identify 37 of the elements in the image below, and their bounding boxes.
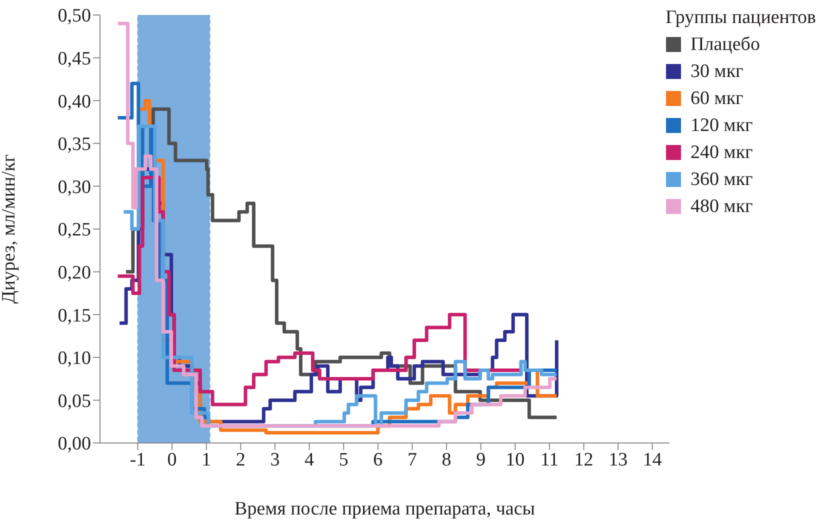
x-tick-label: 5 <box>338 449 348 470</box>
y-tick-label: 0,20 <box>58 262 91 284</box>
legend-label: 480 мкг <box>690 195 753 219</box>
x-tick-label: 13 <box>608 449 628 470</box>
x-tick-label: -1 <box>130 449 146 470</box>
y-tick-label: 0,35 <box>58 134 91 156</box>
legend-label: 30 мкг <box>690 60 744 84</box>
x-tick-label: 10 <box>506 449 525 470</box>
x-tick-label: 0 <box>167 449 177 470</box>
y-tick-label: 0,05 <box>58 390 91 412</box>
y-tick-label: 0,00 <box>58 434 91 455</box>
x-tick-label: 8 <box>442 449 452 470</box>
x-tick-label: 4 <box>304 449 315 470</box>
legend-title: Группы пациентов <box>666 6 816 30</box>
x-tick-label: 12 <box>574 449 594 470</box>
x-tick-label: 2 <box>236 449 246 470</box>
x-axis-title: Время после приема препарата, часы <box>234 498 536 520</box>
y-tick-label: 0,50 <box>58 6 91 27</box>
legend-label: 120 мкг <box>690 114 753 138</box>
y-tick-label: 0,45 <box>58 48 91 70</box>
y-tick-label: 0,40 <box>58 91 91 112</box>
x-tick-label: 14 <box>642 449 662 470</box>
x-tick-label: 3 <box>270 449 280 470</box>
x-tick-label: 1 <box>202 449 212 470</box>
legend-label: Плацебо <box>690 33 760 57</box>
y-axis-title: Диурез, мл/мин/кг <box>0 154 20 304</box>
legend-label: 240 мкг <box>690 141 753 165</box>
y-tick-label: 0,25 <box>58 220 91 241</box>
y-tick-label: 0,30 <box>58 176 91 198</box>
y-tick-label: 0,15 <box>58 305 91 326</box>
x-tick-label: 9 <box>476 449 486 470</box>
legend-label: 60 мкг <box>690 87 744 111</box>
x-tick-label: 7 <box>407 449 417 470</box>
x-tick-label: 6 <box>373 449 383 470</box>
x-tick-label: 11 <box>540 449 559 470</box>
legend-label: 360 мкг <box>690 168 753 192</box>
y-tick-label: 0,10 <box>58 348 91 370</box>
